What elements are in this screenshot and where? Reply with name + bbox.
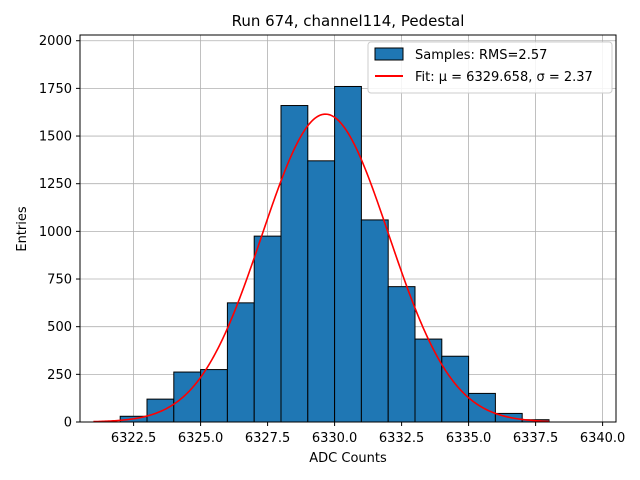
y-tick-label-1: 250 [47,368,72,383]
x-tick-label-0: 6322.5 [111,431,157,446]
histogram-bar-1 [146,398,175,423]
x-tick-label-2: 6327.5 [245,431,291,446]
histogram-bar-4 [226,302,255,423]
histogram-bar-12 [441,355,470,423]
histogram-bar-2 [173,371,202,423]
y-tick-label-8: 2000 [39,34,72,49]
y-tick-label-4: 1000 [39,225,72,240]
x-tick-label-3: 6330.0 [312,431,358,446]
y-tick-label-2: 500 [47,320,72,335]
y-tick-label-6: 1500 [39,130,72,145]
y-tick-label-7: 1750 [39,82,72,97]
histogram-bar-6 [280,105,309,423]
x-tick-label-5: 6335.0 [446,431,492,446]
plot-frame [79,34,617,423]
histogram-bar-11 [414,338,443,423]
x-axis-ticks: 6322.5 6325.0 6327.5 6330.0 6332.5 6335.0 6337… [111,422,626,446]
x-axis-label: ADC Counts [309,451,387,466]
histogram-bars [119,85,550,423]
y-tick-label-0: 0 [64,416,72,431]
x-tick-label-6: 6337.5 [513,431,559,446]
histogram-bar-7 [307,160,336,423]
histogram-bar-5 [253,235,282,423]
chart-title: Run 674, channel114, Pedestal [232,12,465,30]
histogram-bar-9 [360,219,389,423]
y-tick-label-3: 750 [47,273,72,288]
x-tick-label-7: 6340.0 [580,431,626,446]
y-axis-label: Entries [15,206,30,252]
legend-label-fit: Fit: μ = 6329.658, σ = 2.37 [415,70,593,85]
histogram-bar-8 [334,85,362,423]
fit-curve-group [93,113,550,423]
legend: Samples: RMS=2.57 Fit: μ = 6329.658, σ =… [367,41,613,94]
x-tick-label-4: 6332.5 [379,431,425,446]
histogram-bar-3 [200,369,228,423]
histogram-bar-10 [387,286,416,423]
legend-box [367,41,613,94]
y-axis-ticks: 0 250 500 750 1000 1250 1500 1750 2000 [39,34,80,431]
legend-label-samples: Samples: RMS=2.57 [415,48,547,63]
x-tick-label-1: 6325.0 [178,431,224,446]
legend-swatch-samples [374,47,404,61]
fit-curve [93,113,550,423]
y-tick-label-5: 1250 [39,177,72,192]
